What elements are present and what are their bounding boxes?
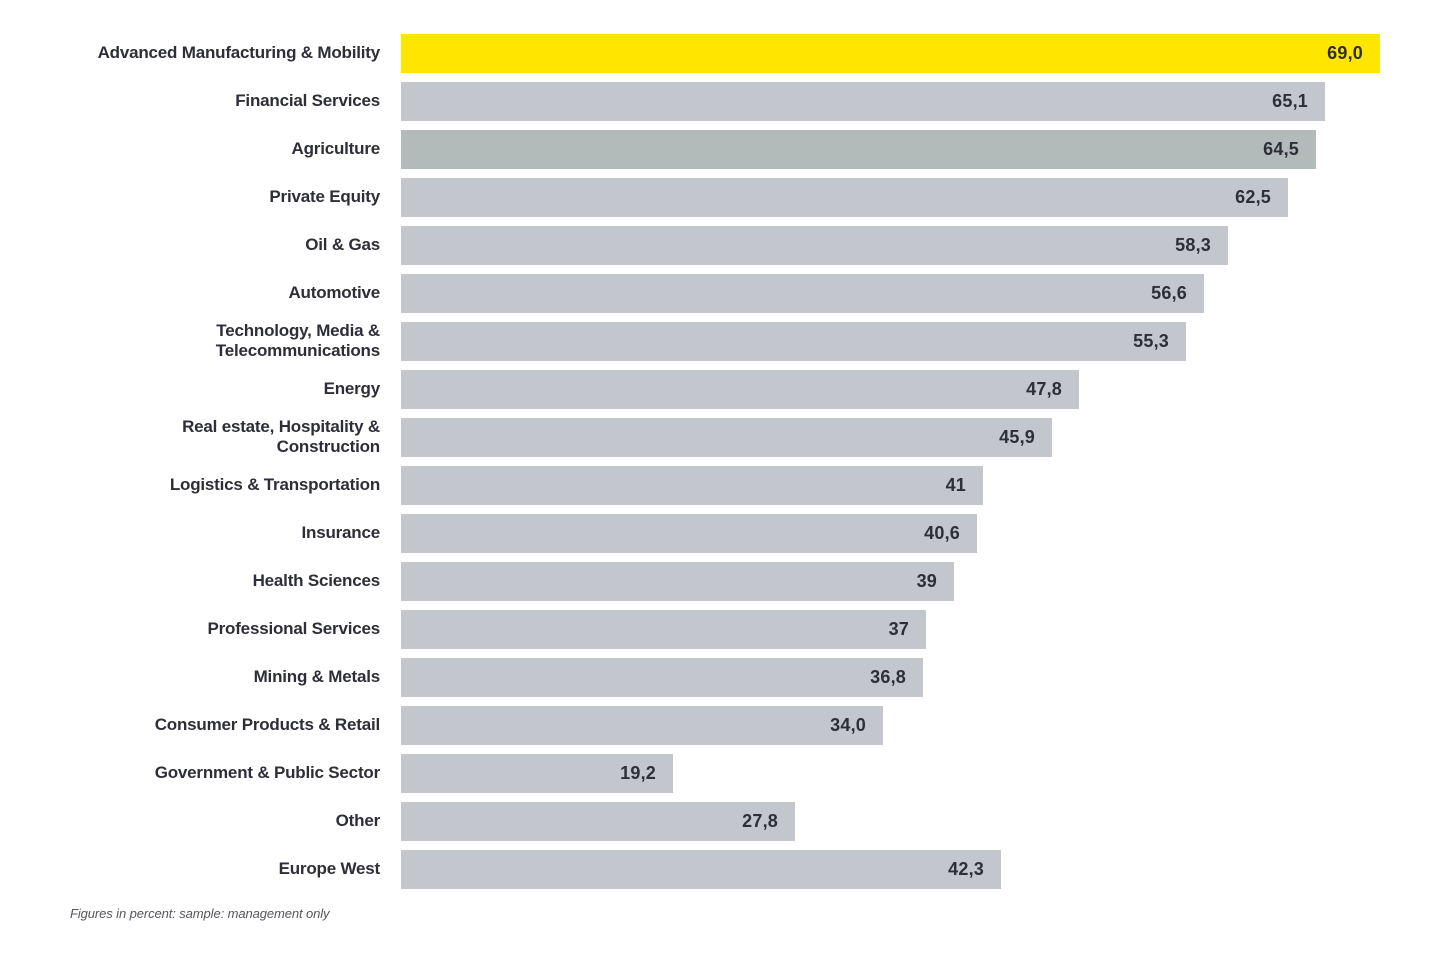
bar-segment: 58,3 xyxy=(401,225,1228,265)
category-label: Agriculture xyxy=(291,139,381,158)
bar-track: 41 xyxy=(401,465,1440,505)
bar-track: 65,1 xyxy=(401,81,1440,121)
chart-row: Mining & Metals 36,8 xyxy=(0,653,1440,701)
category-label: Europe West xyxy=(278,859,381,878)
chart-row: Government & Public Sector 19,2 xyxy=(0,749,1440,797)
category-label: Financial Services xyxy=(235,91,380,110)
value-label: 36,8 xyxy=(870,666,906,687)
value-label: 34,0 xyxy=(830,714,866,735)
chart-row: Health Sciences 39 xyxy=(0,557,1440,605)
chart-row: Energy 47,8 xyxy=(0,365,1440,413)
chart-row: Private Equity 62,5 xyxy=(0,173,1440,221)
chart-row: Agriculture 64,5 xyxy=(0,125,1440,173)
category-label: Advanced Manufacturing & Mobility xyxy=(97,43,381,62)
bar-track: 39 xyxy=(401,561,1440,601)
value-label: 39 xyxy=(916,570,937,591)
bar-segment: 65,1 xyxy=(401,81,1325,121)
bar-track: 36,8 xyxy=(401,657,1440,697)
value-label: 69,0 xyxy=(1327,42,1363,63)
category-label: Oil & Gas xyxy=(305,235,380,254)
bar-segment: 56,6 xyxy=(401,273,1204,313)
category-label: Automotive xyxy=(288,283,380,302)
chart-row: Professional Services 37 xyxy=(0,605,1440,653)
category-label: Logistics & Transportation xyxy=(169,475,380,494)
value-label: 27,8 xyxy=(742,810,778,831)
bar-highlight: 69,0 xyxy=(401,33,1380,73)
bar-segment: 36,8 xyxy=(401,657,923,697)
bar-segment: 41 xyxy=(401,465,983,505)
bar-track: 47,8 xyxy=(401,369,1440,409)
category-label: Technology, Media & Telecommunications xyxy=(215,321,380,360)
bar-segment: 62,5 xyxy=(401,177,1288,217)
bar-segment: 42,3 xyxy=(401,849,1001,889)
bar-segment: 39 xyxy=(401,561,954,601)
category-label: Health Sciences xyxy=(252,571,381,590)
category-label: Real estate, Hospitality & Construction xyxy=(182,417,380,456)
bar-chart: Advanced Manufacturing & Mobility 69,0 Fin… xyxy=(0,29,1440,921)
category-label: Mining & Metals xyxy=(253,667,381,686)
bar-segment: 45,9 xyxy=(401,417,1052,457)
bar-track: 62,5 xyxy=(401,177,1440,217)
value-label: 65,1 xyxy=(1272,90,1308,111)
category-label: Insurance xyxy=(301,523,380,542)
chart-row: Automotive 56,6 xyxy=(0,269,1440,317)
chart-row: Advanced Manufacturing & Mobility 69,0 xyxy=(0,29,1440,77)
bar-track: 42,3 xyxy=(401,849,1440,889)
value-label: 64,5 xyxy=(1263,138,1299,159)
value-label: 55,3 xyxy=(1133,330,1169,351)
chart-row: Oil & Gas 58,3 xyxy=(0,221,1440,269)
bar-track: 55,3 xyxy=(401,321,1440,361)
chart-row: Europe West 42,3 xyxy=(0,845,1440,893)
category-label: Private Equity xyxy=(269,187,380,206)
bar-track: 58,3 xyxy=(401,225,1440,265)
category-label: Other xyxy=(335,811,381,830)
bar-track: 19,2 xyxy=(401,753,1440,793)
chart-rows: Advanced Manufacturing & Mobility 69,0 Fin… xyxy=(0,29,1440,893)
chart-row: Financial Services 65,1 xyxy=(0,77,1440,125)
value-label: 40,6 xyxy=(924,522,960,543)
category-label: Consumer Products & Retail xyxy=(154,715,380,734)
category-label: Professional Services xyxy=(207,619,380,638)
chart-row: Consumer Products & Retail 34,0 xyxy=(0,701,1440,749)
value-label: 47,8 xyxy=(1026,378,1062,399)
value-label: 58,3 xyxy=(1175,234,1211,255)
value-label: 37 xyxy=(888,618,909,639)
value-label: 62,5 xyxy=(1235,186,1271,207)
bar-track: 37 xyxy=(401,609,1440,649)
bar-segment: 19,2 xyxy=(401,753,673,793)
value-label: 41 xyxy=(945,474,966,495)
chart-row: Technology, Media & Telecommunications 55… xyxy=(0,317,1440,365)
bar-segment: 40,6 xyxy=(401,513,977,553)
chart-row: Real estate, Hospitality & Construction 4… xyxy=(0,413,1440,461)
bar-track: 56,6 xyxy=(401,273,1440,313)
bar-segment: 47,8 xyxy=(401,369,1079,409)
bar-segment: 37 xyxy=(401,609,926,649)
chart-row: Other 27,8 xyxy=(0,797,1440,845)
bar-track: 34,0 xyxy=(401,705,1440,745)
chart-footnote: Figures in percent: sample: management o… xyxy=(70,906,330,921)
bar-segment: 55,3 xyxy=(401,321,1186,361)
bar-segment: 64,5 xyxy=(401,129,1316,169)
bar-track: 64,5 xyxy=(401,129,1440,169)
category-label: Energy xyxy=(323,379,381,398)
category-label: Government & Public Sector xyxy=(154,763,380,782)
chart-row: Logistics & Transportation 41 xyxy=(0,461,1440,509)
bar-track: 27,8 xyxy=(401,801,1440,841)
value-label: 56,6 xyxy=(1151,282,1187,303)
bar-track: 40,6 xyxy=(401,513,1440,553)
value-label: 42,3 xyxy=(948,858,984,879)
bar-track: 45,9 xyxy=(401,417,1440,457)
bar-track: 69,0 xyxy=(401,33,1440,73)
bar-segment: 27,8 xyxy=(401,801,795,841)
value-label: 19,2 xyxy=(620,762,656,783)
bar-segment: 34,0 xyxy=(401,705,883,745)
chart-row: Insurance 40,6 xyxy=(0,509,1440,557)
value-label: 45,9 xyxy=(999,426,1035,447)
